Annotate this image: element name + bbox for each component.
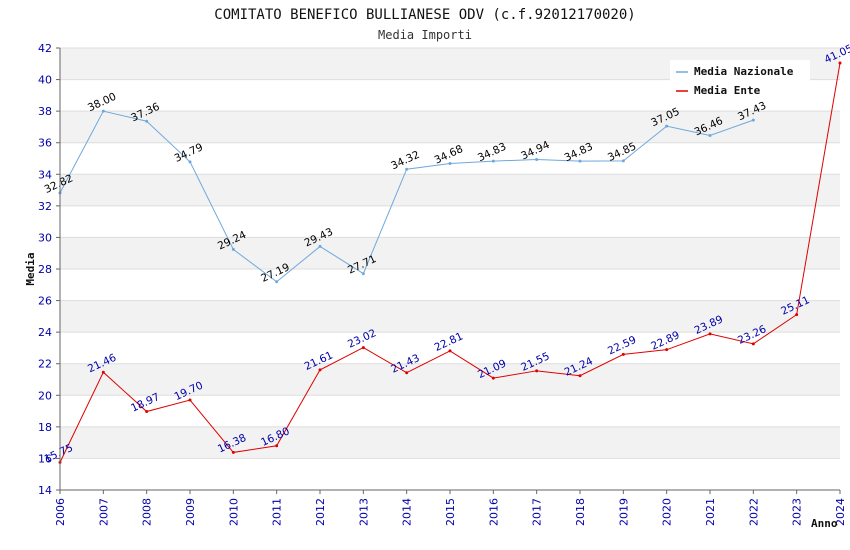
x-tick-label: 2007 bbox=[97, 498, 110, 526]
legend: Media Nazionale Media Ente bbox=[670, 60, 810, 100]
x-tick-label: 2016 bbox=[487, 498, 500, 526]
data-point-media-nazionale bbox=[491, 159, 495, 163]
y-tick-label: 32 bbox=[38, 200, 52, 213]
y-tick-label: 22 bbox=[38, 358, 52, 371]
data-point-media-nazionale bbox=[448, 162, 452, 166]
legend-box bbox=[670, 60, 810, 100]
x-tick-label: 2011 bbox=[271, 498, 284, 526]
data-point-media-ente bbox=[795, 313, 799, 317]
x-tick-label: 2024 bbox=[834, 498, 847, 526]
grid-band bbox=[60, 111, 840, 143]
legend-label-media-nazionale: Media Nazionale bbox=[694, 65, 794, 78]
y-tick-label: 42 bbox=[38, 42, 52, 55]
data-point-media-nazionale bbox=[578, 159, 582, 163]
x-tick-label: 2018 bbox=[574, 498, 587, 526]
data-point-media-ente bbox=[188, 398, 192, 402]
data-point-media-ente bbox=[708, 332, 712, 336]
grid-bands bbox=[60, 48, 840, 459]
y-tick-label: 34 bbox=[38, 168, 52, 181]
data-point-media-nazionale bbox=[188, 160, 192, 164]
y-tick-label: 16 bbox=[38, 452, 52, 465]
data-point-media-ente bbox=[101, 370, 105, 374]
grid-band bbox=[60, 363, 840, 396]
chart-title: COMITATO BENEFICO BULLIANESE ODV (c.f.92… bbox=[214, 7, 635, 23]
y-tick-label: 38 bbox=[38, 105, 52, 118]
data-point-media-ente bbox=[621, 352, 625, 356]
y-tick-label: 14 bbox=[38, 484, 52, 497]
y-tick-label: 30 bbox=[38, 231, 52, 244]
x-tick-label: 2017 bbox=[531, 498, 544, 526]
data-point-media-nazionale bbox=[621, 159, 625, 163]
data-point-media-ente bbox=[145, 410, 149, 414]
data-point-media-nazionale bbox=[751, 118, 755, 122]
chart-subtitle: Media Importi bbox=[378, 28, 472, 42]
data-point-media-nazionale bbox=[405, 167, 409, 171]
y-tick-label: 18 bbox=[38, 421, 52, 434]
x-axis-label: Anno bbox=[811, 517, 838, 530]
data-point-media-ente bbox=[275, 444, 279, 448]
data-point-media-nazionale bbox=[145, 119, 149, 123]
x-tick-label: 2010 bbox=[227, 498, 240, 526]
grid-band bbox=[60, 174, 840, 206]
grid-band bbox=[60, 300, 840, 333]
x-tick-label: 2021 bbox=[704, 498, 717, 526]
grid-band bbox=[60, 426, 840, 459]
data-point-media-nazionale bbox=[665, 124, 669, 128]
grid-band bbox=[60, 237, 840, 269]
y-tick-label: 40 bbox=[38, 74, 52, 87]
data-point-media-ente bbox=[231, 450, 235, 454]
x-tick-label: 2022 bbox=[747, 498, 760, 526]
data-point-media-ente bbox=[448, 349, 452, 353]
data-point-media-ente bbox=[491, 376, 495, 380]
x-tick-label: 2023 bbox=[791, 498, 804, 526]
x-tick-label: 2020 bbox=[661, 498, 674, 526]
data-point-media-nazionale bbox=[231, 247, 235, 251]
x-tick-label: 2014 bbox=[401, 498, 414, 526]
y-axis-ticks: 14 16 18 20 22 24 26 28 30 32 34 36 38 40 42 bbox=[38, 42, 60, 497]
data-point-media-ente bbox=[361, 346, 365, 350]
data-point-media-ente bbox=[405, 371, 409, 375]
y-tick-label: 24 bbox=[38, 326, 52, 339]
data-point-media-ente bbox=[318, 368, 322, 372]
data-point-media-nazionale bbox=[535, 157, 539, 161]
x-axis-ticks: 2006 2007 2008 2009 2010 2011 2012 2013 2014 2015… bbox=[54, 490, 847, 526]
y-tick-label: 20 bbox=[38, 389, 52, 402]
y-tick-label: 36 bbox=[38, 137, 52, 150]
x-tick-label: 2012 bbox=[314, 498, 327, 526]
data-point-media-nazionale bbox=[275, 280, 279, 284]
data-point-media-nazionale bbox=[318, 244, 322, 248]
data-point-media-nazionale bbox=[101, 109, 105, 113]
x-tick-label: 2015 bbox=[444, 498, 457, 526]
data-point-media-ente bbox=[535, 369, 539, 373]
legend-label-media-ente: Media Ente bbox=[694, 84, 761, 97]
x-tick-label: 2013 bbox=[357, 498, 370, 526]
y-tick-label: 28 bbox=[38, 263, 52, 276]
data-point-media-ente bbox=[665, 348, 669, 352]
y-axis-label: Media bbox=[24, 252, 37, 285]
x-tick-label: 2019 bbox=[617, 498, 630, 526]
x-tick-label: 2009 bbox=[184, 498, 197, 526]
data-point-media-ente bbox=[578, 374, 582, 378]
y-tick-label: 26 bbox=[38, 295, 52, 308]
x-tick-label: 2006 bbox=[54, 498, 67, 526]
data-point-media-nazionale bbox=[361, 272, 365, 276]
x-tick-label: 2008 bbox=[141, 498, 154, 526]
data-point-media-ente bbox=[838, 61, 842, 65]
data-point-media-ente bbox=[751, 342, 755, 346]
data-point-media-nazionale bbox=[708, 133, 712, 137]
